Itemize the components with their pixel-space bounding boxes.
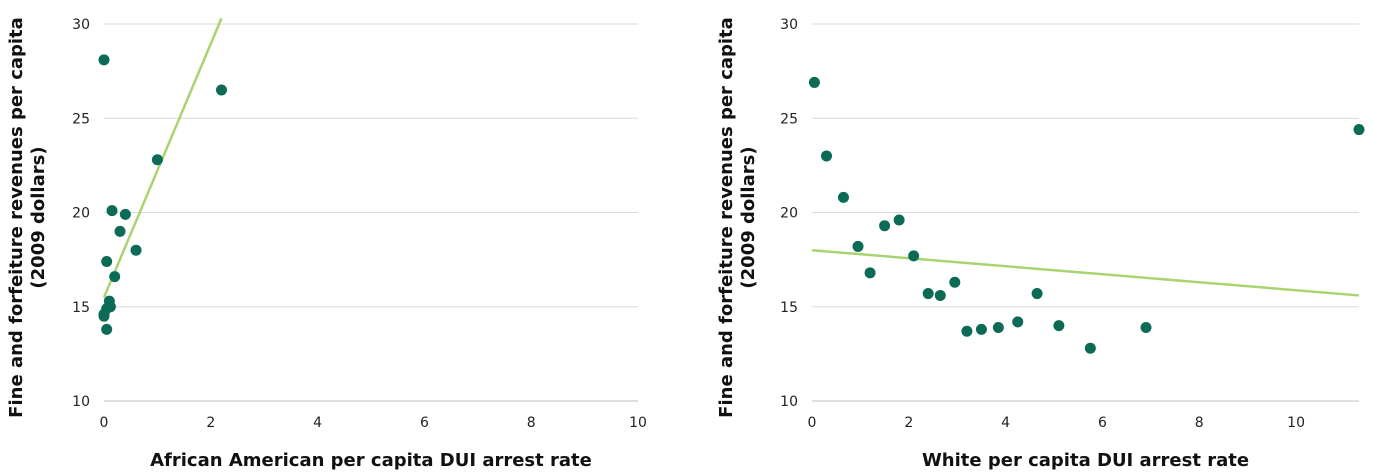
y-axis-title-line: (2009 dollars) (738, 146, 759, 288)
data-point (935, 290, 946, 301)
y-tick-label: 10 (780, 394, 798, 410)
y-tick-label: 15 (780, 300, 798, 316)
y-tick-label: 25 (72, 111, 90, 127)
data-point (865, 267, 876, 278)
data-point (115, 226, 126, 237)
data-point (1141, 322, 1152, 333)
x-tick-label: 8 (1195, 415, 1204, 431)
data-point (821, 150, 832, 161)
trendline (812, 250, 1359, 295)
y-tick-label: 10 (72, 394, 90, 410)
data-point (1354, 124, 1365, 135)
data-point (99, 54, 110, 65)
y-tick-label: 30 (72, 17, 90, 33)
chart-1: 10 15 20 25 30 0 2 4 6 8 10 African American per ca… (6, 17, 647, 471)
x-tick-label: 0 (808, 415, 817, 431)
data-point (1085, 343, 1096, 354)
x-tick-label: 4 (1001, 415, 1010, 431)
data-point (152, 154, 163, 165)
chart-2: 10 15 20 25 30 0 2 4 6 8 10 White per capita DUI ar… (716, 17, 1365, 471)
y-axis-title-line: (2009 dollars) (28, 146, 49, 288)
data-point (838, 192, 849, 203)
y-axis-title: Fine and forfeiture revenues per capita(… (716, 17, 759, 418)
x-tick-label: 10 (629, 415, 647, 431)
y-tick-label: 30 (780, 17, 798, 33)
y-tick-label: 15 (72, 300, 90, 316)
x-tick-label: 8 (527, 415, 536, 431)
data-point (216, 84, 227, 95)
y-axis-title: Fine and forfeiture revenues per capita(… (6, 17, 49, 418)
data-point (809, 77, 820, 88)
x-tick-label: 4 (313, 415, 322, 431)
data-point (101, 256, 112, 267)
data-point (908, 250, 919, 261)
data-point (852, 241, 863, 252)
y-axis-title-line: Fine and forfeiture revenues per capita (6, 17, 27, 418)
trendline (104, 18, 221, 297)
data-point (1032, 288, 1043, 299)
data-point (879, 220, 890, 231)
data-point (894, 215, 905, 226)
y-tick-label: 20 (72, 206, 90, 222)
x-tick-label: 2 (904, 415, 913, 431)
data-point (101, 324, 112, 335)
data-point (109, 271, 120, 282)
y-tick-label: 25 (780, 111, 798, 127)
data-point (961, 326, 972, 337)
x-tick-label: 6 (1098, 415, 1107, 431)
data-point (120, 209, 131, 220)
data-point (949, 277, 960, 288)
x-axis-title: White per capita DUI arrest rate (922, 450, 1249, 471)
x-tick-label: 6 (420, 415, 429, 431)
x-tick-label: 0 (100, 415, 109, 431)
data-point (131, 245, 142, 256)
data-point (923, 288, 934, 299)
y-axis-title-line: Fine and forfeiture revenues per capita (716, 17, 737, 418)
x-axis-title: African American per capita DUI arrest r… (150, 450, 592, 471)
data-point (99, 311, 110, 322)
data-point (107, 205, 118, 216)
data-point (976, 324, 987, 335)
x-tick-label: 10 (1287, 415, 1305, 431)
data-point (1012, 316, 1023, 327)
y-tick-label: 20 (780, 206, 798, 222)
x-tick-label: 2 (206, 415, 215, 431)
data-point (993, 322, 1004, 333)
data-point (1053, 320, 1064, 331)
